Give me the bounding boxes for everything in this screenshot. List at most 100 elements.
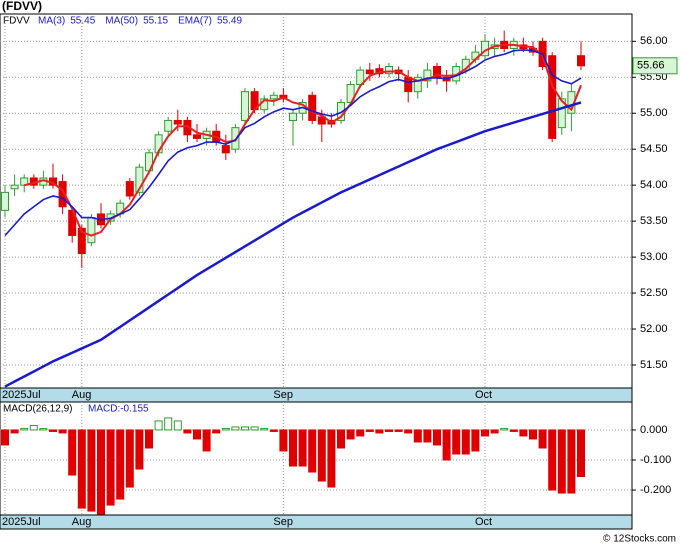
candle-body (58, 181, 67, 208)
x-tick-label: Aug (72, 516, 92, 528)
legend-name: EMA(7) (178, 16, 212, 27)
candle-body (231, 127, 240, 150)
macd-bar (173, 420, 182, 431)
candle-body (289, 112, 297, 121)
legend-name: MA(3) (38, 16, 65, 27)
macd-bar (125, 429, 134, 488)
macd-bar (154, 420, 163, 431)
line-series (4, 49, 582, 237)
candle-body (164, 119, 173, 132)
x-tick-label: 2025Jul (2, 389, 41, 401)
macd-bar (394, 429, 403, 432)
y-tick-label: 0.000 (640, 424, 668, 436)
macd-bar (77, 429, 86, 509)
macd-bar (365, 429, 374, 432)
macd-bar (519, 429, 528, 437)
macd-bar (202, 429, 211, 452)
candle-body (87, 217, 96, 244)
macd-bar (557, 429, 566, 494)
y-tick-label: 52.50 (640, 287, 668, 299)
macd-bar (567, 429, 576, 494)
candle-body (241, 91, 249, 121)
candle-body (173, 119, 182, 125)
macd-bar (145, 429, 153, 449)
macd-bar (39, 427, 48, 431)
macd-bar (442, 429, 451, 461)
legend-value: 55.45 (70, 16, 95, 27)
candle-body (577, 55, 585, 67)
macd-bar (413, 429, 422, 443)
macd-bar (385, 429, 393, 432)
symbol: FDVV (3, 16, 30, 27)
macd-bar (193, 429, 201, 440)
candle-body (423, 69, 432, 82)
macd-bar (241, 426, 249, 431)
macd-bar (327, 429, 336, 488)
y-tick-label: 53.50 (640, 215, 668, 227)
macd-bar (135, 429, 144, 470)
price-tag-label: 55.66 (637, 60, 665, 72)
macd-bar (529, 429, 537, 440)
macd-bar (260, 427, 269, 431)
legend-name: MA(50) (105, 16, 138, 27)
macd-bar (68, 429, 77, 476)
macd-bar (58, 429, 67, 434)
x-tick-label: Oct (475, 516, 492, 528)
x-tick-label: Sep (273, 389, 293, 401)
macd-bar (317, 429, 326, 482)
macd-bar (337, 429, 345, 449)
candle-body (365, 69, 374, 75)
macd-bar (87, 429, 96, 512)
y-tick-label: -0.100 (640, 454, 671, 466)
macd-bar (356, 429, 365, 437)
date-strip (0, 514, 633, 530)
y-tick-label: 56.00 (640, 35, 668, 47)
macd-bar (49, 429, 57, 432)
x-tick-label: 2025Jul (2, 516, 41, 528)
candle-body (548, 55, 557, 139)
macd-bar (308, 429, 317, 473)
macd-bar (404, 429, 413, 434)
y-tick-label: 54.50 (640, 143, 668, 155)
candle-body (193, 134, 201, 139)
date-strip (0, 387, 633, 403)
legend-value: 55.49 (217, 16, 242, 27)
macd-bar (97, 429, 105, 515)
macd-bar (231, 426, 240, 431)
macd-bar (221, 427, 230, 431)
chart-title: (FDVV) (2, 0, 42, 13)
macd-bar (452, 429, 461, 455)
macd-bar (548, 429, 557, 491)
candle-body (269, 94, 278, 100)
macd-bar (29, 424, 38, 431)
line-series (4, 101, 582, 388)
x-tick-label: Sep (273, 516, 293, 528)
y-tick-label: 51.50 (640, 359, 668, 371)
price-tag (632, 57, 678, 75)
macd-bar (461, 429, 470, 455)
price-panel (0, 13, 633, 389)
macd-bar (538, 429, 547, 449)
y-tick-label: 52.00 (640, 323, 668, 335)
macd-bar (116, 429, 125, 500)
x-tick-label: Aug (72, 389, 92, 401)
y-tick-label: 53.00 (640, 251, 668, 263)
macd-bar (164, 417, 173, 431)
candle-body (10, 184, 19, 190)
candle-body (1, 191, 9, 211)
candle-body (317, 116, 326, 125)
x-tick-label: Oct (475, 389, 492, 401)
macd-bar (10, 429, 19, 434)
macd-bar (269, 429, 278, 432)
candle-body (557, 98, 566, 129)
macd-value: MACD:-0.155 (88, 404, 149, 415)
candle-body (413, 76, 422, 93)
macd-bar (289, 429, 297, 467)
y-tick-label: 55.00 (640, 107, 668, 119)
macd-bar (106, 429, 115, 506)
macd-bar (375, 429, 384, 434)
macd-bar (212, 429, 221, 434)
macd-bar (481, 429, 489, 437)
candle-body (385, 66, 393, 75)
